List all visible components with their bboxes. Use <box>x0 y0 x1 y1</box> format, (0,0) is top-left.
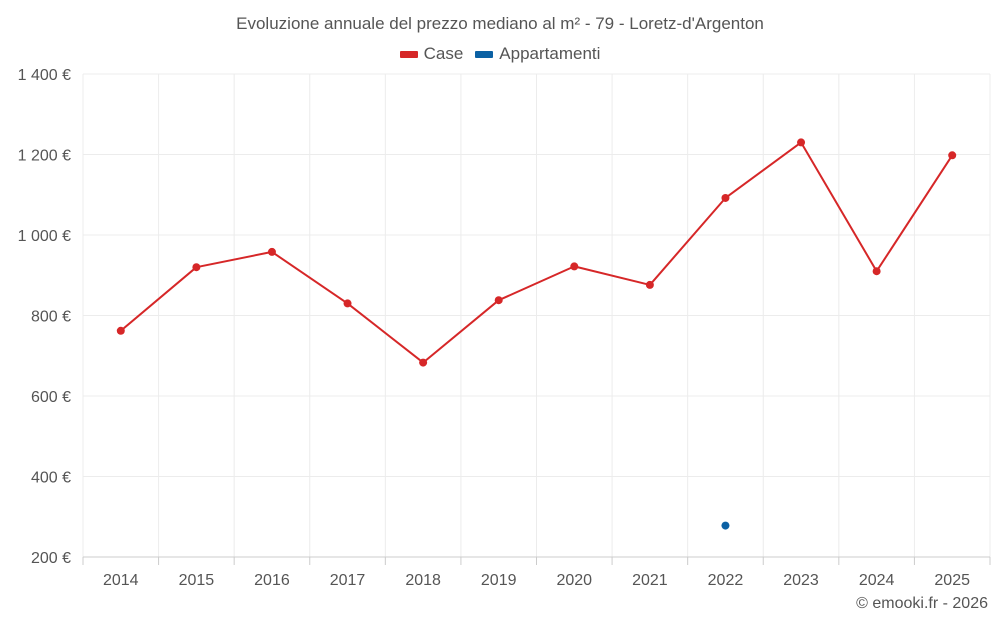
y-tick-label: 600 € <box>31 389 71 406</box>
data-point-case <box>494 296 503 305</box>
series-line-case <box>120 141 954 364</box>
x-tick-label: 2017 <box>330 572 366 589</box>
legend-swatch-case <box>399 50 418 58</box>
x-tick-label: 2018 <box>405 572 441 589</box>
data-point-case <box>267 247 276 256</box>
legend: Case Appartamenti <box>0 44 1000 64</box>
data-point-case <box>721 193 730 202</box>
x-tick-label: 2024 <box>859 572 895 589</box>
legend-item-case[interactable]: Case <box>399 44 464 64</box>
data-point-case <box>116 326 125 335</box>
data-point-appartamenti <box>721 521 730 530</box>
x-tick-label: 2022 <box>708 572 744 589</box>
x-tick-label: 2016 <box>254 572 290 589</box>
data-point-case <box>645 280 654 289</box>
y-tick-label: 1 200 € <box>18 148 71 165</box>
y-tick-label: 200 € <box>31 550 71 567</box>
data-point-case <box>797 138 806 147</box>
data-point-case <box>948 151 957 160</box>
chart-title: Evoluzione annuale del prezzo mediano al… <box>236 14 764 33</box>
legend-item-appartamenti[interactable]: Appartamenti <box>475 44 600 64</box>
data-point-case <box>872 267 881 276</box>
y-tick-label: 800 € <box>31 309 71 326</box>
data-point-case <box>570 262 579 271</box>
data-point-case <box>419 358 428 367</box>
legend-label-appartamenti: Appartamenti <box>499 44 601 63</box>
x-tick-label: 2019 <box>481 572 517 589</box>
data-point-case <box>192 263 201 272</box>
x-tick-label: 2015 <box>179 572 215 589</box>
x-tick-label: 2014 <box>103 572 139 589</box>
x-tick-label: 2023 <box>783 572 819 589</box>
credit: © emooki.fr - 2026 <box>856 595 988 612</box>
x-tick-label: 2021 <box>632 572 668 589</box>
legend-swatch-appartamenti <box>475 50 494 58</box>
x-tick-label: 2025 <box>934 572 970 589</box>
legend-label-case: Case <box>423 44 464 63</box>
data-point-case <box>343 299 352 308</box>
x-tick-label: 2020 <box>556 572 592 589</box>
y-tick-label: 400 € <box>31 470 71 487</box>
y-tick-label: 1 400 € <box>18 67 71 84</box>
y-tick-label: 1 000 € <box>18 228 71 245</box>
